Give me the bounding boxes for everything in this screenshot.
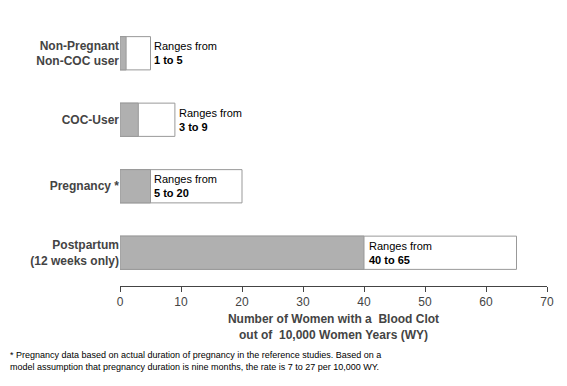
svg-text:60: 60	[479, 295, 493, 309]
svg-text:Number of Women with a Blood: Number of Women with a Blood Clotout of …	[228, 312, 439, 342]
svg-text:* Pregnancy data based on actu: * Pregnancy data based on actual duratio…	[10, 350, 381, 372]
svg-text:Pregnancy *: Pregnancy *	[50, 179, 120, 193]
svg-text:0: 0	[117, 295, 124, 309]
svg-text:70: 70	[540, 295, 554, 309]
svg-text:Ranges from1 to 5: Ranges from1 to 5	[154, 40, 217, 66]
svg-text:Ranges from5 to 20: Ranges from5 to 20	[154, 173, 217, 199]
svg-text:COC-User: COC-User	[62, 113, 120, 127]
svg-text:10: 10	[174, 295, 188, 309]
svg-text:30: 30	[296, 295, 310, 309]
svg-text:Ranges from40 to 65: Ranges from40 to 65	[369, 240, 432, 266]
svg-text:40: 40	[357, 295, 371, 309]
svg-text:20: 20	[235, 295, 249, 309]
svg-text:50: 50	[418, 295, 432, 309]
svg-text:Non-PregnantNon-COC user: Non-PregnantNon-COC user	[36, 39, 119, 69]
svg-text:Ranges from3 to 9: Ranges from3 to 9	[179, 107, 242, 133]
svg-text:Postpartum(12 weeks only): Postpartum(12 weeks only)	[30, 238, 119, 268]
